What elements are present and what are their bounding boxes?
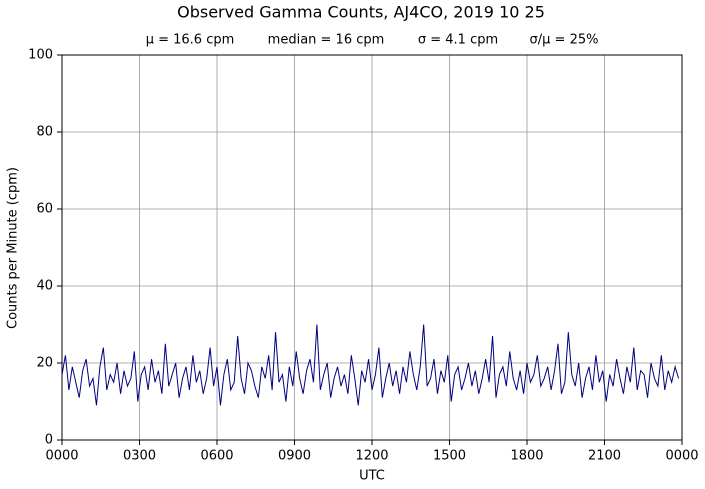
- annotation: median = 16 cpm: [268, 33, 385, 48]
- y-tick-label: 40: [36, 279, 53, 294]
- plot-frame: [61, 54, 683, 441]
- y-tick-label: 20: [36, 356, 53, 371]
- x-tick-label: 0000: [45, 449, 78, 464]
- x-tick-label: 0900: [278, 449, 311, 464]
- x-axis-label: UTC: [359, 469, 385, 484]
- y-axis-label: Counts per Minute (cpm): [6, 167, 21, 329]
- y-tick-label: 100: [28, 48, 53, 63]
- x-tick-label: 0000: [665, 449, 698, 464]
- x-tick-label: 0300: [123, 449, 156, 464]
- chart-title: Observed Gamma Counts, AJ4CO, 2019 10 25: [177, 3, 545, 22]
- annotation: σ = 4.1 cpm: [418, 33, 498, 48]
- y-tick-label: 80: [36, 125, 53, 140]
- annotation: μ = 16.6 cpm: [146, 33, 235, 48]
- data-line: [61, 324, 680, 406]
- y-tick-label: 60: [36, 202, 53, 217]
- y-tick-label: 0: [45, 433, 53, 448]
- annotation: σ/μ = 25%: [530, 33, 599, 48]
- x-tick-label: 1200: [355, 449, 388, 464]
- x-tick-label: 0600: [200, 449, 233, 464]
- x-tick-label: 2100: [588, 449, 621, 464]
- x-tick-label: 1500: [433, 449, 466, 464]
- x-tick-label: 1800: [510, 449, 543, 464]
